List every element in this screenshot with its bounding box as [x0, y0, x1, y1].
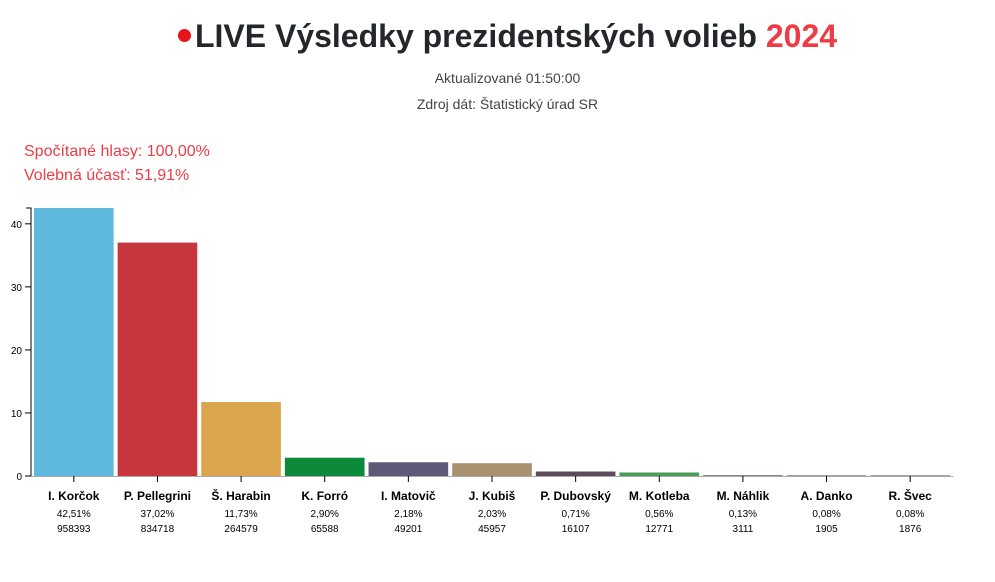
title-text: Výsledky prezidentských volieb — [274, 18, 757, 54]
counted-votes: Spočítané hlasy: 100,00% — [24, 143, 210, 160]
bar-3 — [201, 402, 281, 476]
live-label: LIVE — [194, 18, 267, 54]
bar-5 — [368, 462, 449, 476]
title-year: 2024 — [765, 18, 838, 54]
bar-8 — [619, 472, 700, 476]
y-tick-label: 10 — [11, 409, 23, 420]
votes-label: 3111 — [733, 524, 754, 535]
percent-label: 0,71% — [561, 509, 589, 520]
candidate-name: J. Kubiš — [469, 489, 516, 503]
y-tick-label: 0 — [16, 472, 22, 483]
candidate-name: M. Kotleba — [629, 489, 690, 503]
votes-label: 45957 — [478, 524, 506, 535]
bar-4 — [284, 457, 365, 476]
bar-11 — [870, 475, 950, 476]
bar-9 — [703, 475, 783, 476]
percent-label: 2,18% — [394, 509, 422, 520]
percent-label: 2,03% — [478, 509, 506, 520]
turnout: Volebná účasť: 51,91% — [24, 167, 190, 184]
candidate-name: P. Pellegrini — [124, 489, 191, 503]
data-source: Zdroj dát: Štatistický úrad SR — [416, 96, 599, 112]
candidate-name: Š. Harabin — [211, 488, 270, 503]
candidate-name: I. Korčok — [48, 489, 100, 503]
votes-label: 958393 — [57, 524, 91, 535]
percent-label: 0,13% — [729, 509, 757, 520]
bar-6 — [452, 463, 532, 476]
y-axis-line — [26, 207, 32, 477]
votes-label: 264579 — [224, 524, 258, 535]
bar-10 — [786, 475, 867, 476]
y-tick-label: 40 — [11, 220, 23, 231]
votes-label: 834718 — [141, 524, 175, 535]
y-tick-label: 30 — [11, 283, 23, 294]
candidate-name: P. Dubovský — [540, 489, 611, 503]
percent-label: 2,90% — [311, 509, 339, 520]
votes-label: 1905 — [815, 524, 838, 535]
votes-label: 49201 — [394, 524, 422, 535]
candidate-name: R. Švec — [889, 488, 933, 503]
bar-7 — [535, 471, 616, 476]
bar-2 — [117, 242, 198, 476]
bar-1 — [34, 208, 114, 476]
votes-label: 1876 — [899, 524, 922, 535]
candidate-name: M. Náhlik — [717, 489, 770, 503]
candidate-name: A. Danko — [801, 489, 853, 503]
candidate-name: K. Forró — [301, 489, 348, 503]
updated-time: Aktualizované 01:50:00 — [434, 70, 581, 86]
y-tick-label: 20 — [11, 346, 23, 357]
percent-label: 0,08% — [812, 509, 840, 520]
percent-label: 37,02% — [140, 509, 174, 520]
votes-label: 12771 — [645, 524, 673, 535]
percent-label: 0,08% — [896, 509, 924, 520]
votes-label: 65588 — [311, 524, 339, 535]
percent-label: 42,51% — [57, 509, 91, 520]
candidate-name: I. Matovič — [381, 489, 436, 503]
votes-label: 16107 — [562, 524, 590, 535]
percent-label: 0,56% — [645, 509, 673, 520]
live-dot-icon — [177, 29, 191, 43]
page-title: LIVE Výsledky prezidentských volieb 2024 — [0, 18, 995, 55]
percent-label: 11,73% — [224, 509, 257, 520]
